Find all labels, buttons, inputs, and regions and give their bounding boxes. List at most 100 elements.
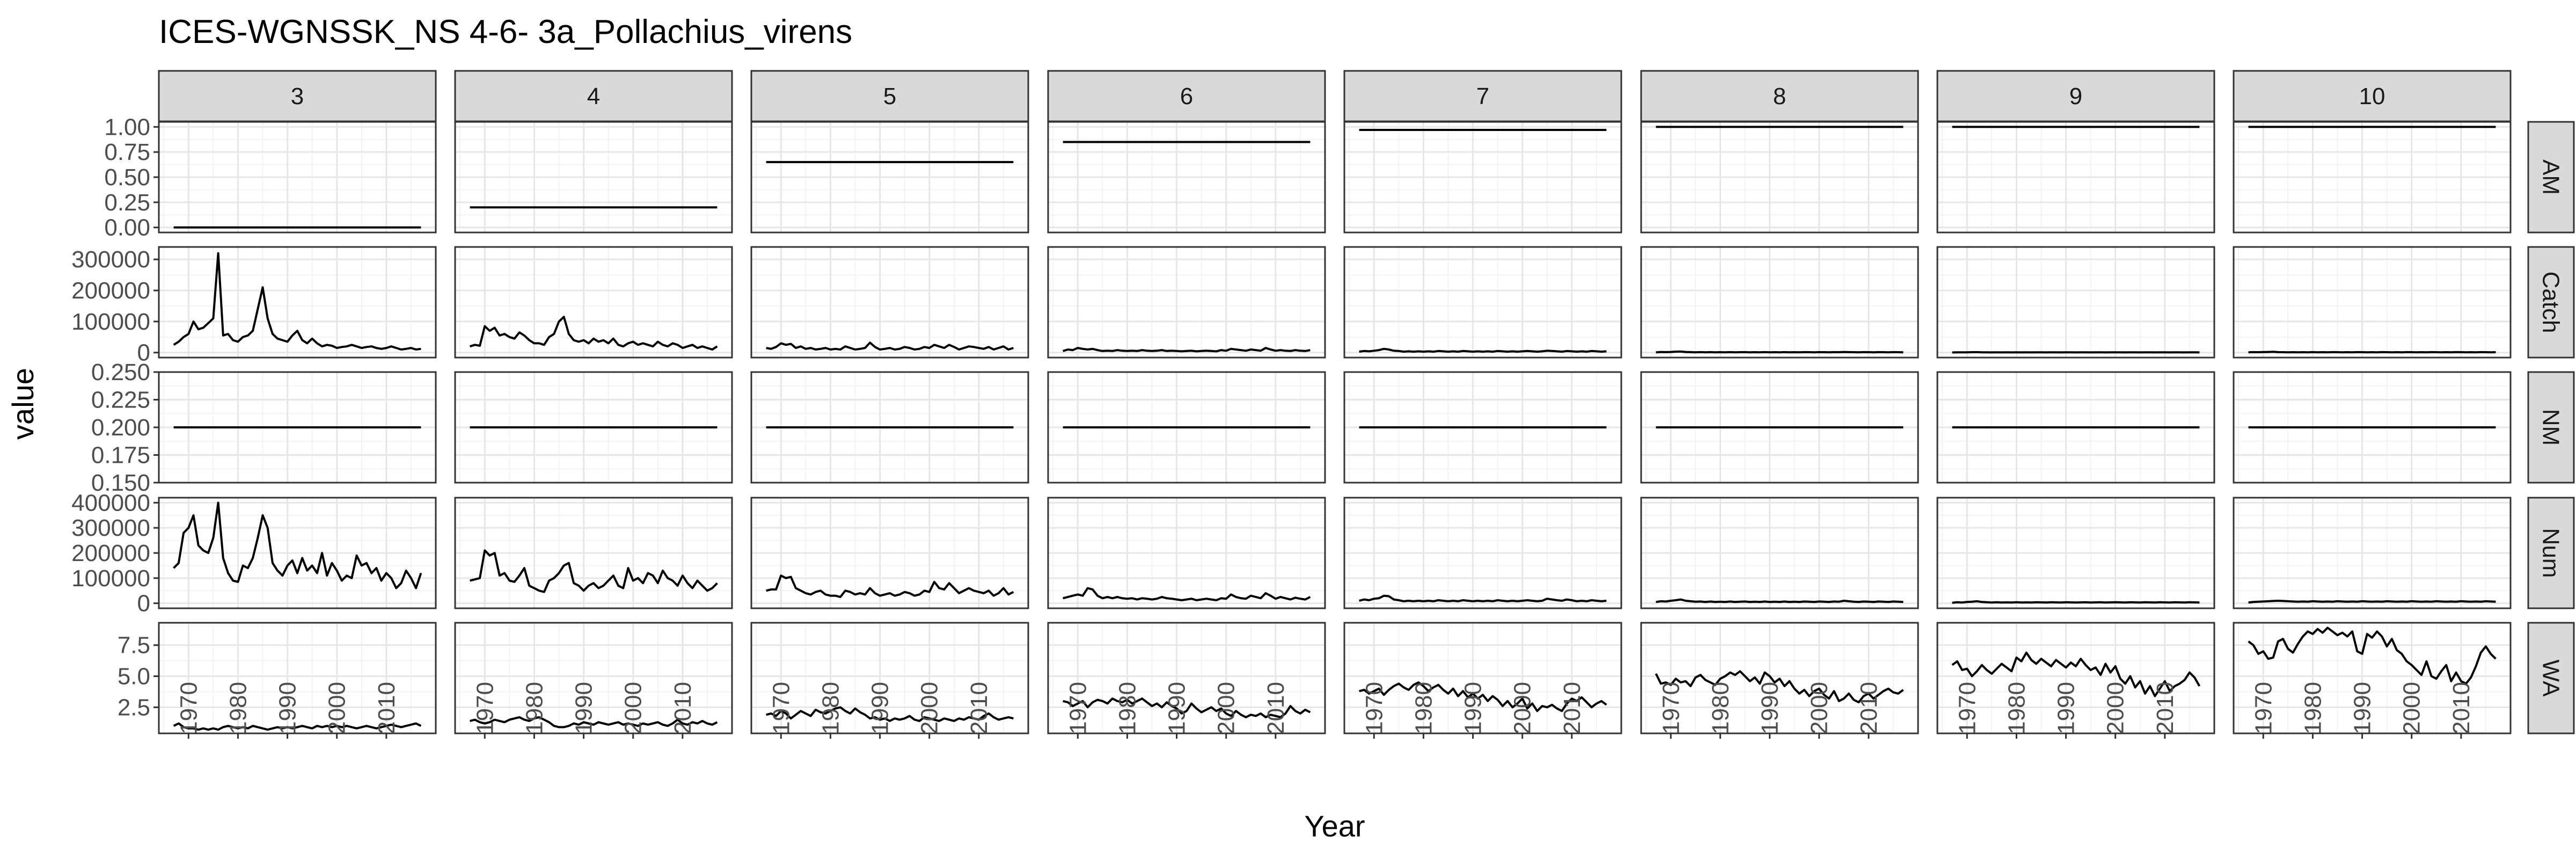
x-tick-label: 1980 [817,682,844,734]
panel-catch-10-background [2234,247,2511,358]
series-line-catch-3 [173,252,421,351]
panel-catch-6-border [1047,246,1326,359]
series-line-wa-3 [173,722,422,731]
y-tick-label-nm: 0.200 [91,414,150,441]
row-strip-label-wa: WA [2538,659,2564,697]
row-strip-catch [2527,246,2575,359]
panel-catch-7-border [1343,246,1622,359]
x-tick-label: 1980 [1114,682,1140,734]
panel-nm-9-border [1936,371,2215,484]
panel-wa-9-background [1937,623,2214,733]
x-tick-label: 1990 [867,682,894,734]
column-strip-8 [1640,70,1919,122]
column-strip-6 [1047,70,1326,122]
series-line-wa-6 [1063,697,1311,718]
y-tick-label-num: 100000 [71,565,150,592]
row-strip-label-catch: Catch [2538,272,2564,333]
x-tick-label: 2010 [670,682,696,734]
x-tick-label: 2000 [917,682,943,734]
column-strip-3 [158,70,437,122]
panel-num-10-border [2233,497,2512,609]
y-tick-label-nm: 0.225 [91,387,150,413]
series-line-wa-9 [1951,651,2201,697]
series-line-wa-8 [1655,670,1904,704]
panel-wa-4-border [454,622,733,734]
x-tick-label: 1990 [571,682,597,734]
panel-wa-3-background [159,623,436,733]
panel-num-7-border [1343,497,1622,609]
column-strip-label-8: 8 [1773,83,1786,110]
panel-wa-8-border [1640,622,1919,734]
panel-wa-6-background [1048,623,1325,733]
y-tick-label-num: 300000 [71,515,150,541]
series-line-wa-5 [766,706,1014,722]
series-line-num-7 [1359,594,1607,602]
panel-catch-8-background [1641,247,1918,358]
row-strip-num [2527,497,2575,609]
facet-panels: 3 4 5 6 7 8 9 10AM0.000.250.500.751.00Catch0100… [71,70,2575,739]
series-line-wa-10 [2248,627,2497,685]
column-strip-label-4: 4 [587,83,600,110]
x-tick-label: 2010 [374,682,400,734]
column-strip-label-3: 3 [291,83,304,110]
panel-num-5-border [750,497,1029,609]
series-line-catch-4 [470,316,718,351]
panel-wa-4-background [455,623,732,733]
x-tick-label: 2000 [324,682,350,734]
panel-wa-6-border [1047,622,1326,734]
x-tick-label: 2000 [2103,682,2129,734]
panel-wa-5-background [751,623,1028,733]
series-line-num-8 [1656,598,1904,603]
panel-nm-6-border [1047,371,1326,484]
x-tick-label: 1980 [521,682,547,734]
panel-nm-10-border [2233,371,2512,484]
x-tick-label: 2010 [966,682,992,734]
column-strip-4 [454,70,733,122]
y-tick-label-wa: 5.0 [118,664,150,690]
series-line-catch-9 [1952,351,2200,354]
panel-catch-3-border [158,246,437,359]
panel-wa-5-border [750,622,1029,734]
x-tick-label: 1980 [2003,682,2030,734]
x-tick-label: 1990 [1757,682,1783,734]
row-strip-label-am: AM [2538,159,2564,195]
y-tick-label-catch: 300000 [71,246,150,273]
column-strip-10 [2233,70,2512,122]
panel-wa-3-border [158,622,437,734]
panel-catch-7-background [1344,247,1621,358]
x-tick-label: 1970 [1954,682,1980,734]
x-tick-label: 1990 [2053,682,2080,734]
series-line-wa-4 [470,716,718,729]
series-line-catch-7 [1359,347,1607,353]
y-tick-label-num: 200000 [71,540,150,566]
x-tick-label: 1970 [768,682,794,734]
x-tick-label: 1990 [1460,682,1487,734]
x-tick-label: 2010 [1559,682,1585,734]
y-tick-label-wa: 2.5 [118,694,150,720]
panel-am-5-border [750,121,1029,234]
series-line-num-5 [766,574,1014,598]
x-tick-label: 2010 [2152,682,2178,734]
y-tick-label-catch: 100000 [71,309,150,335]
panel-num-9-border [1936,497,2215,609]
panel-wa-10-border [2233,622,2512,734]
panel-catch-5-border [750,246,1029,359]
column-strip-label-10: 10 [2359,83,2385,110]
panel-am-8-border [1640,121,1919,234]
x-tick-label: 1980 [2300,682,2326,734]
column-strip-label-6: 6 [1180,83,1193,110]
column-strip-label-9: 9 [2069,83,2082,110]
panel-catch-4-border [454,246,733,359]
x-tick-label: 1970 [175,682,202,734]
y-tick-label-num: 400000 [71,490,150,516]
series-line-num-3 [173,501,422,589]
y-tick-label-nm: 0.175 [91,442,150,469]
column-strip-label-7: 7 [1476,83,1489,110]
y-tick-label-am: 0.25 [104,190,150,216]
x-tick-label: 2010 [1856,682,1882,734]
x-tick-label: 1980 [225,682,251,734]
panel-catch-3-background [159,247,436,358]
x-tick-label: 1970 [472,682,498,734]
x-tick-label: 1990 [2350,682,2376,734]
